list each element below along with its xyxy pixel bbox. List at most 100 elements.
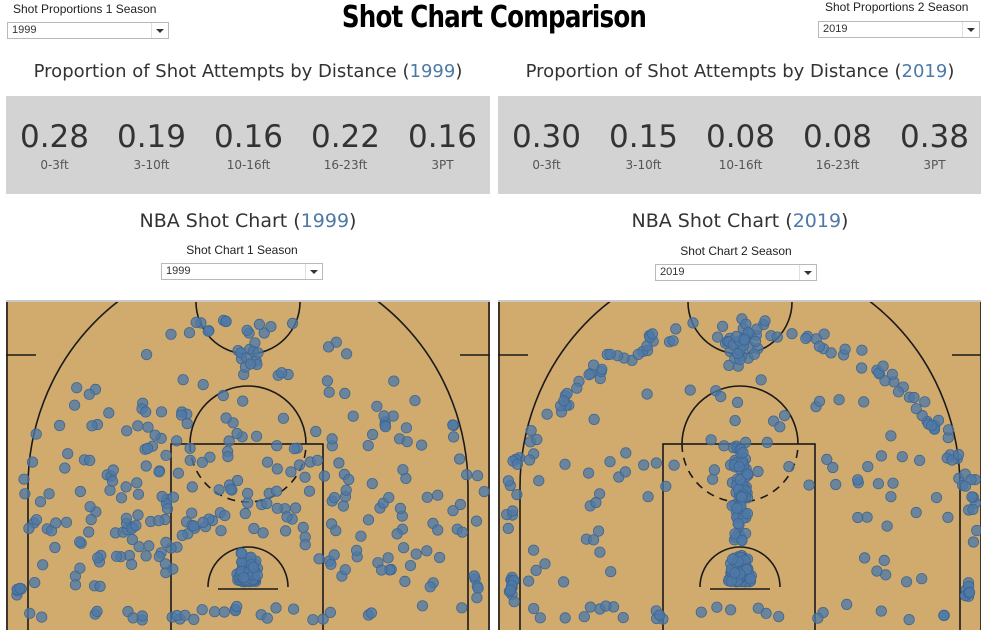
shot-marker bbox=[83, 526, 95, 538]
shot-marker bbox=[74, 485, 87, 498]
shot-marker bbox=[231, 427, 243, 440]
shot-marker bbox=[604, 456, 616, 468]
shot-marker bbox=[594, 546, 606, 558]
shot-marker bbox=[892, 386, 905, 398]
shot-marker bbox=[281, 511, 293, 523]
shot-marker bbox=[875, 605, 887, 617]
shot-marker bbox=[30, 514, 43, 526]
shot-marker bbox=[220, 412, 232, 424]
chevron-down-icon[interactable] bbox=[962, 22, 979, 37]
shot-marker bbox=[738, 334, 750, 346]
shot-chart-title-left: NBA Shot Chart (1999) bbox=[139, 210, 357, 232]
shot-marker bbox=[209, 606, 221, 618]
shot-marker bbox=[600, 600, 612, 612]
shot-marker bbox=[181, 417, 193, 430]
shot-marker bbox=[366, 428, 379, 441]
shot-marker bbox=[825, 347, 837, 359]
shot-marker bbox=[270, 602, 282, 614]
shot-marker bbox=[237, 395, 249, 407]
shot-marker bbox=[504, 584, 516, 596]
shot-marker bbox=[261, 456, 274, 468]
shot-marker bbox=[184, 442, 196, 454]
shot-marker bbox=[752, 465, 764, 478]
shot-marker bbox=[761, 436, 773, 448]
shot-marker bbox=[733, 461, 745, 473]
free-throw-circle bbox=[681, 385, 799, 445]
shot-marker bbox=[142, 421, 154, 433]
shot-marker bbox=[942, 424, 955, 436]
shot-marker bbox=[271, 440, 283, 452]
shot-chart-left bbox=[6, 300, 490, 630]
shot-marker bbox=[605, 566, 617, 578]
shot-marker bbox=[800, 332, 812, 345]
shot-marker bbox=[511, 489, 523, 501]
shot-marker bbox=[558, 395, 570, 407]
shot-proportions-2-value: 2019 bbox=[823, 23, 848, 35]
shot-marker bbox=[910, 506, 922, 519]
shot-marker bbox=[670, 323, 682, 335]
shot-marker bbox=[778, 410, 791, 422]
shot-marker bbox=[588, 534, 600, 546]
shot-marker bbox=[783, 461, 795, 473]
shot-marker bbox=[277, 412, 289, 424]
shot-marker bbox=[323, 386, 335, 398]
shot-chart-2-select[interactable]: 2019 bbox=[655, 264, 817, 281]
shot-marker bbox=[328, 492, 340, 504]
shot-marker bbox=[705, 434, 717, 446]
proportions-title-right: Proportion of Shot Attempts by Distance … bbox=[525, 61, 955, 82]
shot-marker bbox=[660, 480, 672, 492]
shot-marker bbox=[415, 439, 428, 451]
shot-marker bbox=[557, 576, 570, 588]
shot-marker bbox=[620, 447, 632, 459]
shot-chart-1-select[interactable]: 1999 bbox=[161, 263, 323, 280]
shot-marker bbox=[83, 388, 95, 400]
shot-marker bbox=[379, 421, 392, 433]
shot-marker bbox=[74, 536, 86, 548]
shot-marker bbox=[299, 471, 311, 483]
shot-marker bbox=[472, 582, 484, 594]
shot-marker bbox=[287, 603, 300, 615]
shot-marker bbox=[903, 613, 915, 626]
chevron-down-icon[interactable] bbox=[151, 23, 168, 38]
shot-marker bbox=[433, 551, 446, 564]
shot-marker bbox=[583, 467, 595, 479]
shot-marker bbox=[120, 481, 132, 493]
shot-marker bbox=[885, 430, 897, 442]
shot-marker bbox=[604, 348, 616, 360]
shot-marker bbox=[257, 527, 269, 539]
shot-marker bbox=[533, 475, 545, 487]
shot-marker bbox=[930, 492, 943, 504]
shot-marker bbox=[239, 507, 251, 520]
shot-marker bbox=[861, 511, 873, 523]
shot-marker bbox=[593, 525, 605, 537]
shot-marker bbox=[397, 464, 409, 476]
shot-marker bbox=[461, 469, 473, 481]
shot-marker bbox=[971, 524, 981, 537]
shot-marker bbox=[588, 359, 600, 371]
shot-marker bbox=[270, 485, 283, 497]
shot-marker bbox=[339, 387, 351, 400]
chevron-down-icon[interactable] bbox=[305, 264, 322, 279]
shot-marker bbox=[841, 598, 853, 610]
shot-marker bbox=[325, 558, 337, 570]
shot-proportions-2-select[interactable]: 2019 bbox=[818, 21, 980, 38]
shot-marker bbox=[910, 403, 922, 415]
shot-marker bbox=[524, 454, 536, 466]
shot-marker bbox=[858, 396, 870, 408]
shot-marker bbox=[619, 466, 632, 478]
shot-marker bbox=[527, 544, 540, 556]
shot-marker bbox=[468, 570, 480, 582]
shot-marker bbox=[365, 607, 377, 619]
shot-marker bbox=[731, 396, 744, 409]
shot-marker bbox=[424, 581, 436, 593]
shot-marker bbox=[668, 459, 680, 471]
shot-marker bbox=[247, 561, 260, 573]
chevron-down-icon[interactable] bbox=[799, 265, 816, 280]
shot-marker bbox=[53, 419, 66, 432]
shot-marker bbox=[131, 477, 143, 489]
shot-proportions-1-select[interactable]: 1999 bbox=[7, 22, 169, 39]
shot-marker bbox=[534, 612, 546, 624]
shot-marker bbox=[383, 492, 395, 504]
shot-proportions-1-value: 1999 bbox=[12, 24, 37, 36]
shot-marker bbox=[289, 502, 302, 514]
